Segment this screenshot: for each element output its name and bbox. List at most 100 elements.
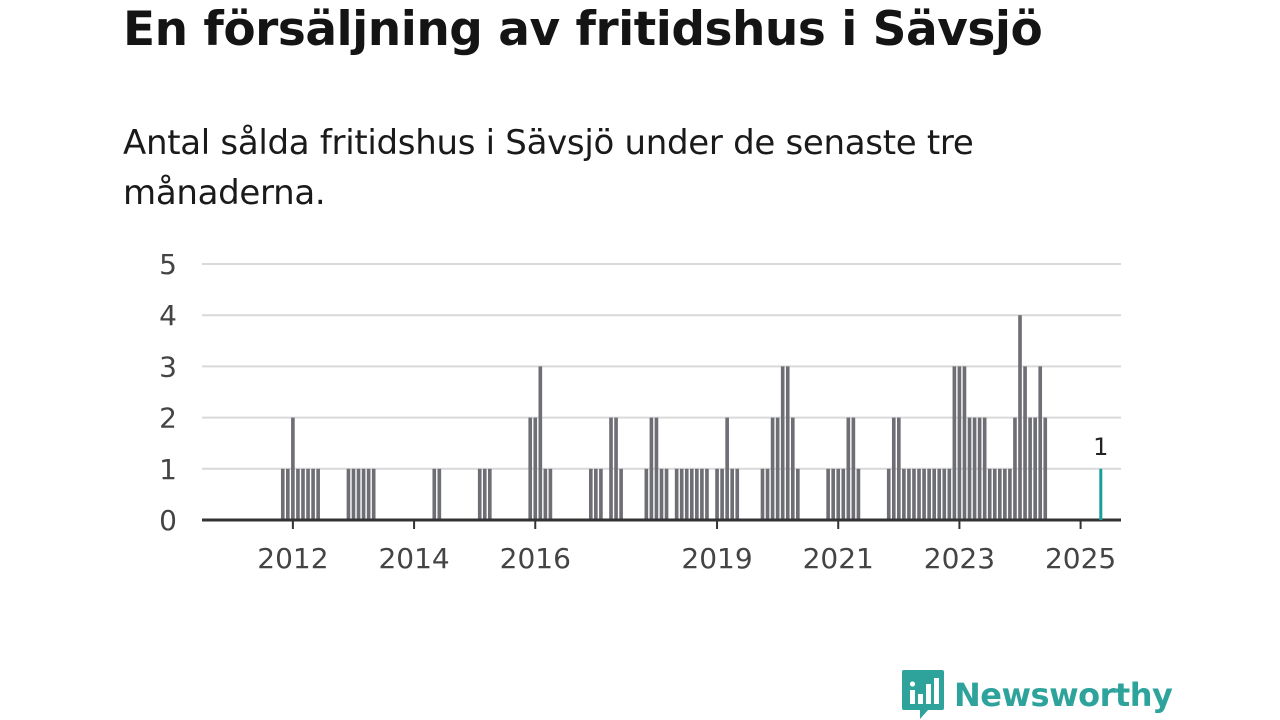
bar bbox=[689, 468, 694, 520]
bar bbox=[654, 417, 659, 520]
bar-chart: 0 1 2 3 4 5 2012 2014 2016 2019 2021 2023 2025 1 bbox=[159, 248, 1121, 575]
bar bbox=[796, 468, 800, 520]
bar bbox=[700, 468, 704, 520]
bar bbox=[957, 366, 962, 520]
bar bbox=[937, 468, 942, 520]
bar bbox=[649, 417, 654, 520]
bar bbox=[356, 468, 361, 520]
bar bbox=[886, 468, 891, 520]
bar bbox=[705, 468, 709, 520]
chart-subtitle: Antal sålda fritidshus i Sävsjö under de… bbox=[123, 123, 974, 213]
bar bbox=[619, 468, 623, 520]
x-tick-label: 2021 bbox=[803, 542, 874, 575]
bar bbox=[346, 468, 351, 520]
bar bbox=[538, 366, 543, 520]
bar bbox=[977, 417, 982, 520]
bar bbox=[659, 468, 664, 520]
bar bbox=[488, 468, 492, 520]
bar bbox=[695, 468, 699, 520]
bar bbox=[437, 468, 442, 520]
bar bbox=[841, 468, 846, 520]
bar bbox=[998, 468, 1002, 520]
bar bbox=[684, 468, 689, 520]
bar bbox=[897, 417, 901, 520]
bar bbox=[528, 417, 533, 520]
x-tick-label: 2016 bbox=[500, 542, 571, 575]
bar bbox=[1003, 468, 1007, 520]
bar bbox=[371, 468, 376, 520]
bar bbox=[780, 366, 785, 520]
bar bbox=[296, 468, 300, 520]
bar bbox=[1038, 366, 1043, 520]
bar bbox=[533, 417, 538, 520]
bar bbox=[361, 468, 366, 520]
bar bbox=[922, 468, 926, 520]
bar bbox=[790, 417, 795, 520]
x-tick-label: 2023 bbox=[924, 542, 995, 575]
bar bbox=[987, 468, 992, 520]
bar bbox=[1043, 417, 1048, 520]
bar bbox=[952, 366, 957, 520]
bar bbox=[917, 468, 921, 520]
chart-title: En försäljning av fritidshus i Sävsjö bbox=[123, 2, 1043, 57]
y-tick-label: 2 bbox=[159, 402, 177, 435]
y-tick-label: 0 bbox=[159, 504, 177, 537]
bar bbox=[902, 468, 906, 520]
bar bbox=[1023, 366, 1027, 520]
bar bbox=[311, 468, 315, 520]
bar bbox=[856, 468, 861, 520]
highlight-bar bbox=[1099, 468, 1103, 520]
bar bbox=[720, 468, 724, 520]
bar bbox=[907, 468, 911, 520]
bar bbox=[1028, 417, 1032, 520]
bar bbox=[851, 417, 856, 520]
bar bbox=[715, 468, 719, 520]
bar bbox=[609, 417, 613, 520]
bar bbox=[942, 468, 947, 520]
x-tick-label: 2014 bbox=[378, 542, 449, 575]
bar bbox=[291, 417, 295, 520]
x-tick-label: 2025 bbox=[1045, 542, 1116, 575]
bar bbox=[947, 468, 952, 520]
bar bbox=[927, 468, 931, 520]
highlight-value-label: 1 bbox=[1093, 433, 1108, 461]
annotations: 1 bbox=[1093, 433, 1108, 520]
bar bbox=[826, 468, 830, 520]
y-tick-label: 5 bbox=[159, 248, 177, 281]
bar bbox=[543, 468, 548, 520]
bar bbox=[992, 468, 997, 520]
bar bbox=[846, 417, 851, 520]
bar bbox=[725, 417, 729, 520]
bar bbox=[477, 468, 482, 520]
bar bbox=[599, 468, 603, 520]
bar bbox=[644, 468, 649, 520]
y-tick-label: 1 bbox=[159, 453, 177, 486]
bar bbox=[679, 468, 684, 520]
bar bbox=[664, 468, 669, 520]
bar bbox=[775, 417, 780, 520]
bar bbox=[730, 468, 735, 520]
bar bbox=[735, 468, 740, 520]
bar bbox=[674, 468, 679, 520]
bar bbox=[306, 468, 310, 520]
bar bbox=[982, 417, 987, 520]
bar bbox=[770, 417, 775, 520]
bar bbox=[891, 417, 896, 520]
x-tick-label: 2019 bbox=[681, 542, 752, 575]
bar bbox=[785, 366, 790, 520]
bar bbox=[614, 417, 618, 520]
bar bbox=[1018, 315, 1022, 520]
bar bbox=[316, 468, 320, 520]
bar bbox=[932, 468, 936, 520]
bar bbox=[594, 468, 598, 520]
x-axis: 2012 2014 2016 2019 2021 2023 2025 bbox=[202, 518, 1121, 575]
brand-name: Newsworthy bbox=[954, 676, 1173, 714]
bar bbox=[588, 468, 593, 520]
bar bbox=[1013, 417, 1017, 520]
bar bbox=[1008, 468, 1012, 520]
bar bbox=[836, 468, 841, 520]
bar bbox=[286, 468, 290, 520]
bar bbox=[760, 468, 765, 520]
y-axis-labels: 0 1 2 3 4 5 bbox=[159, 248, 177, 537]
bar bbox=[1033, 417, 1037, 520]
